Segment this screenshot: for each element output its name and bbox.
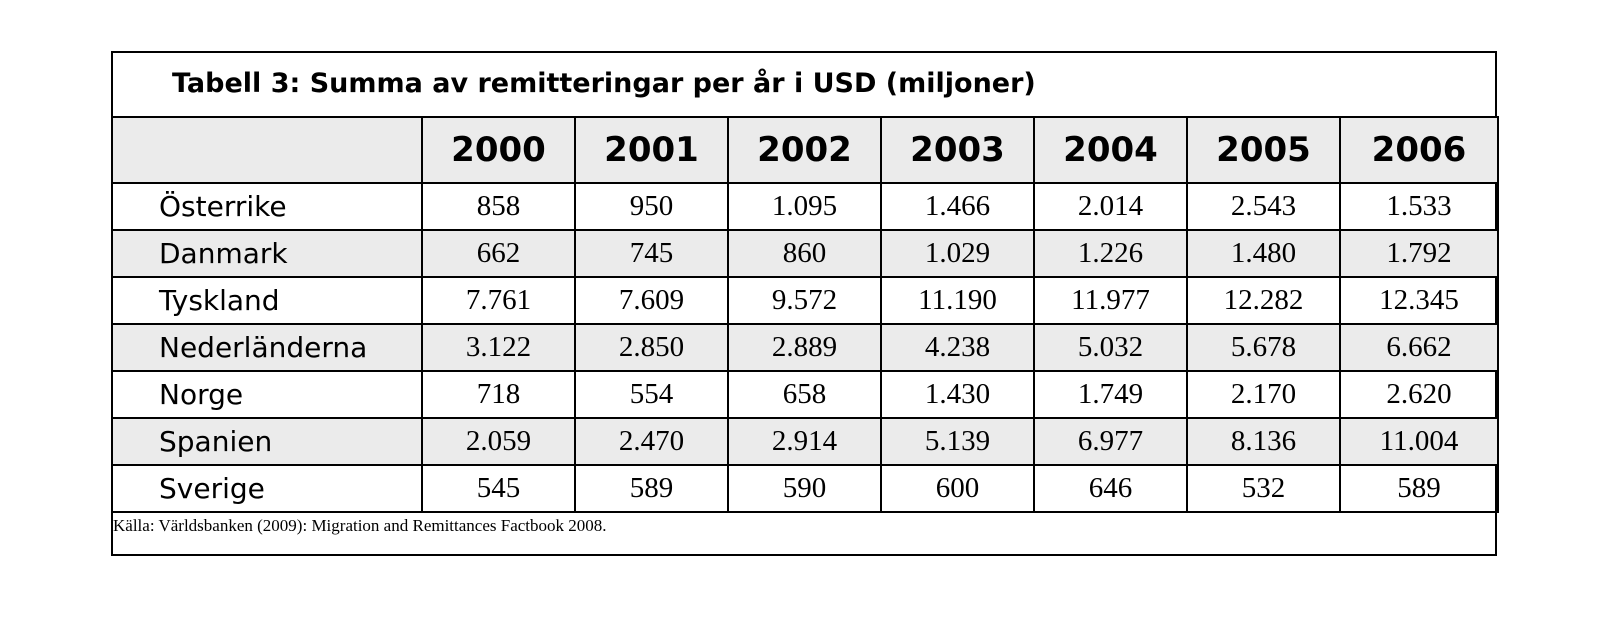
value-cell: 5.678: [1186, 323, 1341, 372]
value-cell: 950: [574, 182, 729, 231]
value-cell: 1.029: [880, 229, 1035, 278]
value-cell: 11.977: [1033, 276, 1188, 325]
remittance-table-frame: Tabell 3: Summa av remitteringar per år …: [111, 51, 1499, 556]
value-cell: 5.032: [1033, 323, 1188, 372]
value-cell: 662: [421, 229, 576, 278]
country-cell: Norge: [111, 370, 423, 419]
country-cell: Nederländerna: [111, 323, 423, 372]
value-cell: 2.059: [421, 417, 576, 466]
table-title: Tabell 3: Summa av remitteringar per år …: [172, 68, 1036, 99]
value-cell: 11.004: [1339, 417, 1499, 466]
value-cell: 589: [574, 464, 729, 513]
value-cell: 11.190: [880, 276, 1035, 325]
header-corner-cell: [111, 116, 423, 184]
value-cell: 5.139: [880, 417, 1035, 466]
table-row: Danmark 662 745 860 1.029 1.226 1.480 1.792: [111, 229, 1499, 278]
table-row: Sverige 545 589 590 600 646 532 589: [111, 464, 1499, 513]
value-cell: 860: [727, 229, 882, 278]
value-cell: 554: [574, 370, 729, 419]
country-cell: Tyskland: [111, 276, 423, 325]
remittance-table: 2000 2001 2002 2003 2004 2005 2006 Öster…: [111, 116, 1499, 513]
value-cell: 2.850: [574, 323, 729, 372]
table-row: Tyskland 7.761 7.609 9.572 11.190 11.977 12.28…: [111, 276, 1499, 325]
table-row: Norge 718 554 658 1.430 1.749 2.170 2.620: [111, 370, 1499, 419]
value-cell: 1.466: [880, 182, 1035, 231]
value-cell: 1.533: [1339, 182, 1499, 231]
country-cell: Österrike: [111, 182, 423, 231]
value-cell: 2.014: [1033, 182, 1188, 231]
year-header: 2004: [1033, 116, 1188, 184]
value-cell: 6.662: [1339, 323, 1499, 372]
value-cell: 6.977: [1033, 417, 1188, 466]
value-cell: 2.620: [1339, 370, 1499, 419]
value-cell: 2.914: [727, 417, 882, 466]
country-cell: Sverige: [111, 464, 423, 513]
value-cell: 745: [574, 229, 729, 278]
value-cell: 9.572: [727, 276, 882, 325]
year-header: 2003: [880, 116, 1035, 184]
value-cell: 4.238: [880, 323, 1035, 372]
value-cell: 718: [421, 370, 576, 419]
table-row: Nederländerna 3.122 2.850 2.889 4.238 5.032 5.…: [111, 323, 1499, 372]
value-cell: 1.430: [880, 370, 1035, 419]
table-body: 2000 2001 2002 2003 2004 2005 2006 Öster…: [111, 116, 1499, 513]
value-cell: 8.136: [1186, 417, 1341, 466]
year-header: 2002: [727, 116, 882, 184]
year-header: 2006: [1339, 116, 1499, 184]
source-note: Källa: Världsbanken (2009): Migration an…: [113, 516, 607, 535]
table-row: Spanien 2.059 2.470 2.914 5.139 6.977 8.136 11.…: [111, 417, 1499, 466]
year-header: 2000: [421, 116, 576, 184]
value-cell: 1.480: [1186, 229, 1341, 278]
value-cell: 858: [421, 182, 576, 231]
year-header: 2001: [574, 116, 729, 184]
country-cell: Danmark: [111, 229, 423, 278]
table-row: Österrike 858 950 1.095 1.466 2.014 2.543 1.533: [111, 182, 1499, 231]
value-cell: 532: [1186, 464, 1341, 513]
value-cell: 658: [727, 370, 882, 419]
value-cell: 2.889: [727, 323, 882, 372]
value-cell: 12.282: [1186, 276, 1341, 325]
value-cell: 1.095: [727, 182, 882, 231]
value-cell: 646: [1033, 464, 1188, 513]
value-cell: 7.761: [421, 276, 576, 325]
value-cell: 600: [880, 464, 1035, 513]
value-cell: 1.749: [1033, 370, 1188, 419]
value-cell: 2.170: [1186, 370, 1341, 419]
value-cell: 2.543: [1186, 182, 1341, 231]
value-cell: 545: [421, 464, 576, 513]
country-cell: Spanien: [111, 417, 423, 466]
year-header: 2005: [1186, 116, 1341, 184]
header-row: 2000 2001 2002 2003 2004 2005 2006: [111, 116, 1499, 184]
value-cell: 1.792: [1339, 229, 1499, 278]
value-cell: 2.470: [574, 417, 729, 466]
value-cell: 7.609: [574, 276, 729, 325]
value-cell: 1.226: [1033, 229, 1188, 278]
value-cell: 12.345: [1339, 276, 1499, 325]
value-cell: 3.122: [421, 323, 576, 372]
value-cell: 589: [1339, 464, 1499, 513]
value-cell: 590: [727, 464, 882, 513]
